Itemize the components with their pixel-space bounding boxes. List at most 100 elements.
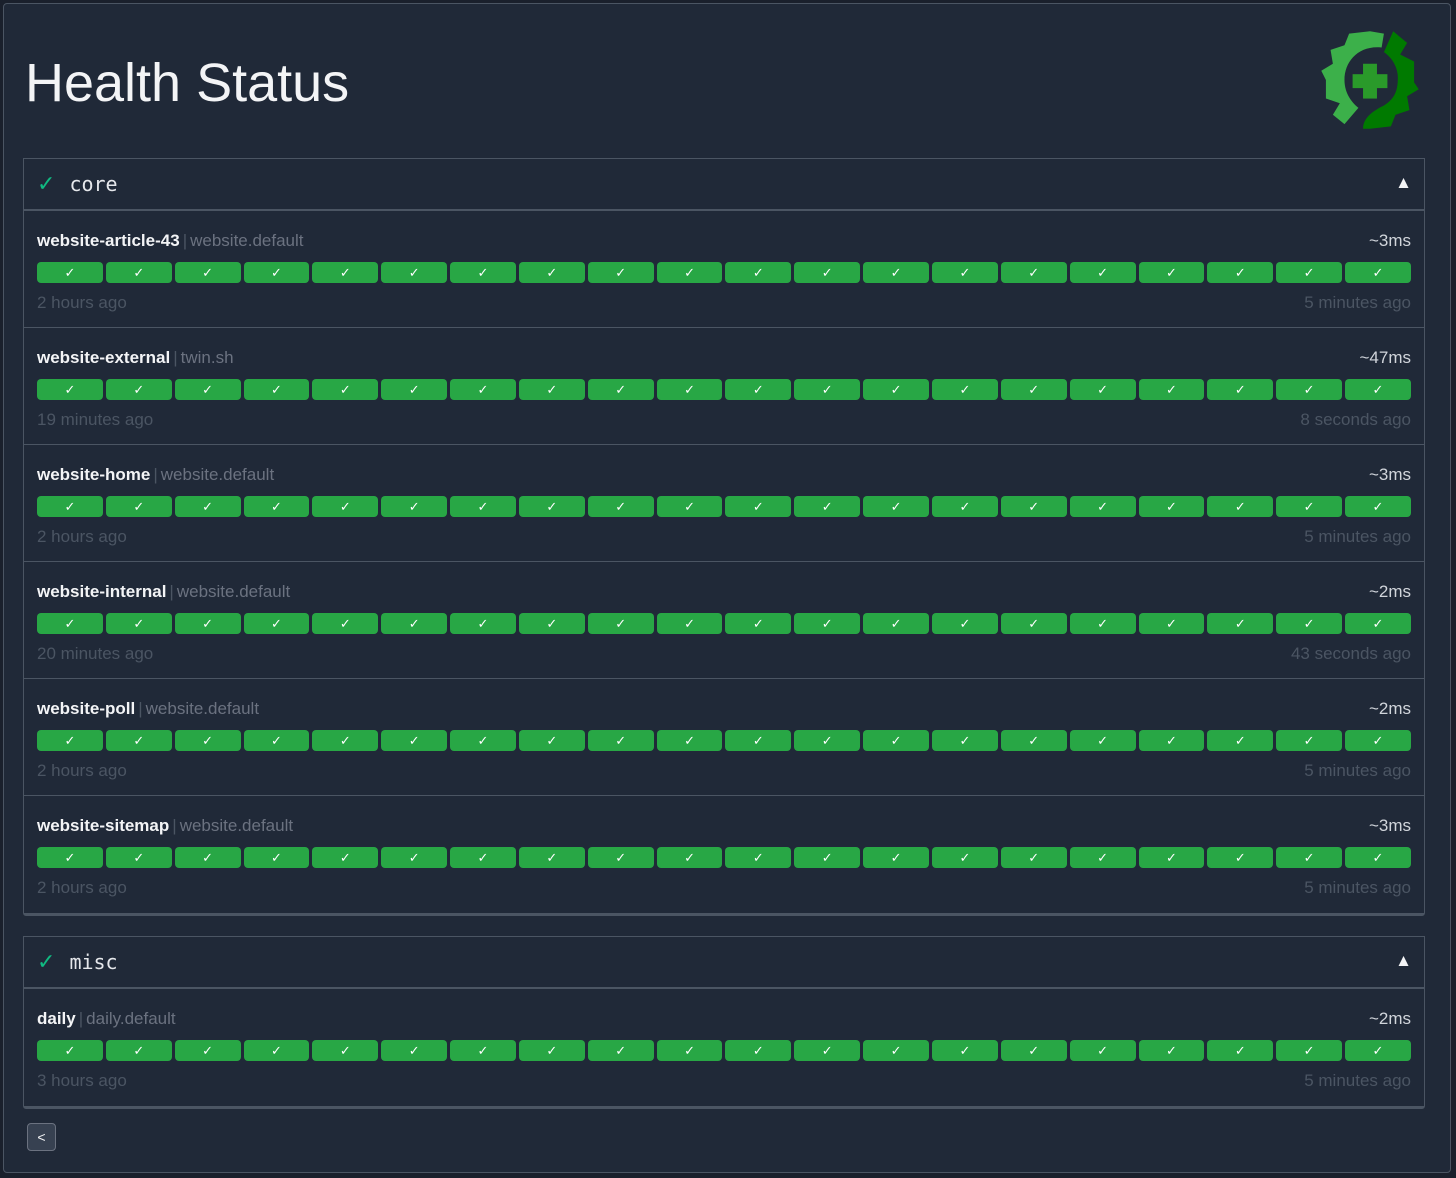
result-bar-success[interactable]: ✓ [450,262,516,283]
result-bar-success[interactable]: ✓ [587,496,654,517]
result-bar-success[interactable]: ✓ [1069,379,1136,400]
result-bar-success[interactable]: ✓ [174,613,241,634]
endpoint-name[interactable]: website-poll [37,699,136,718]
result-bar-success[interactable]: ✓ [794,379,861,400]
result-bar-success[interactable]: ✓ [725,496,792,517]
result-bar-success[interactable]: ✓ [105,730,172,751]
result-bar-success[interactable]: ✓ [1207,379,1274,400]
result-bar-success[interactable]: ✓ [794,262,861,283]
result-bar-success[interactable]: ✓ [1138,379,1205,400]
result-bar-success[interactable]: ✓ [105,613,172,634]
result-bar-success[interactable]: ✓ [587,730,654,751]
result-bar-success[interactable]: ✓ [450,1040,516,1061]
result-bar-success[interactable]: ✓ [105,1040,172,1061]
result-bar-success[interactable]: ✓ [1345,496,1411,517]
result-bar-success[interactable]: ✓ [587,1040,654,1061]
endpoint-name[interactable]: website-home [37,465,151,484]
result-bar-success[interactable]: ✓ [518,496,585,517]
result-bar-success[interactable]: ✓ [794,730,861,751]
result-bar-success[interactable]: ✓ [37,496,103,517]
result-bar-success[interactable]: ✓ [174,496,241,517]
result-bar-success[interactable]: ✓ [1207,847,1274,868]
result-bar-success[interactable]: ✓ [587,379,654,400]
result-bar-success[interactable]: ✓ [174,730,241,751]
result-bar-success[interactable]: ✓ [1000,847,1067,868]
result-bar-success[interactable]: ✓ [931,1040,998,1061]
result-bar-success[interactable]: ✓ [312,613,379,634]
result-bar-success[interactable]: ✓ [725,262,792,283]
result-bar-success[interactable]: ✓ [725,379,792,400]
endpoint-name[interactable]: website-sitemap [37,816,170,835]
result-bar-success[interactable]: ✓ [1207,496,1274,517]
result-bar-success[interactable]: ✓ [587,613,654,634]
result-bar-success[interactable]: ✓ [381,613,448,634]
result-bar-success[interactable]: ✓ [450,847,516,868]
result-bar-success[interactable]: ✓ [863,496,929,517]
result-bar-success[interactable]: ✓ [37,1040,103,1061]
result-bar-success[interactable]: ✓ [725,847,792,868]
collapse-toggle-icon[interactable]: ▲ [1395,173,1412,192]
result-bar-success[interactable]: ✓ [931,847,998,868]
result-bar-success[interactable]: ✓ [312,379,379,400]
result-bar-success[interactable]: ✓ [1000,1040,1067,1061]
result-bar-success[interactable]: ✓ [863,262,929,283]
result-bar-success[interactable]: ✓ [518,730,585,751]
result-bar-success[interactable]: ✓ [863,379,929,400]
result-bar-success[interactable]: ✓ [37,379,103,400]
result-bar-success[interactable]: ✓ [105,262,172,283]
result-bar-success[interactable]: ✓ [1345,730,1411,751]
result-bar-success[interactable]: ✓ [450,379,516,400]
result-bar-success[interactable]: ✓ [1069,496,1136,517]
result-bar-success[interactable]: ✓ [863,1040,929,1061]
result-bar-success[interactable]: ✓ [1345,1040,1411,1061]
result-bar-success[interactable]: ✓ [1276,847,1343,868]
result-bar-success[interactable]: ✓ [1276,262,1343,283]
result-bar-success[interactable]: ✓ [1276,496,1343,517]
result-bar-success[interactable]: ✓ [725,613,792,634]
result-bar-success[interactable]: ✓ [312,847,379,868]
back-button[interactable]: < [27,1123,56,1151]
result-bar-success[interactable]: ✓ [37,262,103,283]
result-bar-success[interactable]: ✓ [1138,730,1205,751]
result-bar-success[interactable]: ✓ [381,496,448,517]
result-bar-success[interactable]: ✓ [1276,379,1343,400]
result-bar-success[interactable]: ✓ [1345,847,1411,868]
result-bar-success[interactable]: ✓ [381,1040,448,1061]
result-bar-success[interactable]: ✓ [450,613,516,634]
result-bar-success[interactable]: ✓ [1276,613,1343,634]
result-bar-success[interactable]: ✓ [656,262,723,283]
result-bar-success[interactable]: ✓ [931,496,998,517]
result-bar-success[interactable]: ✓ [243,379,310,400]
result-bar-success[interactable]: ✓ [1000,613,1067,634]
result-bar-success[interactable]: ✓ [587,847,654,868]
result-bar-success[interactable]: ✓ [931,613,998,634]
result-bar-success[interactable]: ✓ [518,379,585,400]
result-bar-success[interactable]: ✓ [1345,262,1411,283]
result-bar-success[interactable]: ✓ [863,730,929,751]
result-bar-success[interactable]: ✓ [381,730,448,751]
result-bar-success[interactable]: ✓ [587,262,654,283]
result-bar-success[interactable]: ✓ [174,379,241,400]
result-bar-success[interactable]: ✓ [243,613,310,634]
result-bar-success[interactable]: ✓ [1138,1040,1205,1061]
result-bar-success[interactable]: ✓ [381,262,448,283]
result-bar-success[interactable]: ✓ [1138,496,1205,517]
result-bar-success[interactable]: ✓ [1069,730,1136,751]
result-bar-success[interactable]: ✓ [1276,730,1343,751]
collapse-toggle-icon[interactable]: ▲ [1395,951,1412,970]
result-bar-success[interactable]: ✓ [1138,847,1205,868]
result-bar-success[interactable]: ✓ [312,262,379,283]
result-bar-success[interactable]: ✓ [656,379,723,400]
result-bar-success[interactable]: ✓ [656,496,723,517]
result-bar-success[interactable]: ✓ [656,1040,723,1061]
result-bar-success[interactable]: ✓ [37,847,103,868]
result-bar-success[interactable]: ✓ [1138,262,1205,283]
result-bar-success[interactable]: ✓ [243,496,310,517]
result-bar-success[interactable]: ✓ [37,613,103,634]
endpoint-name[interactable]: daily [37,1009,76,1028]
result-bar-success[interactable]: ✓ [931,262,998,283]
result-bar-success[interactable]: ✓ [931,730,998,751]
result-bar-success[interactable]: ✓ [794,496,861,517]
result-bar-success[interactable]: ✓ [174,1040,241,1061]
result-bar-success[interactable]: ✓ [312,496,379,517]
